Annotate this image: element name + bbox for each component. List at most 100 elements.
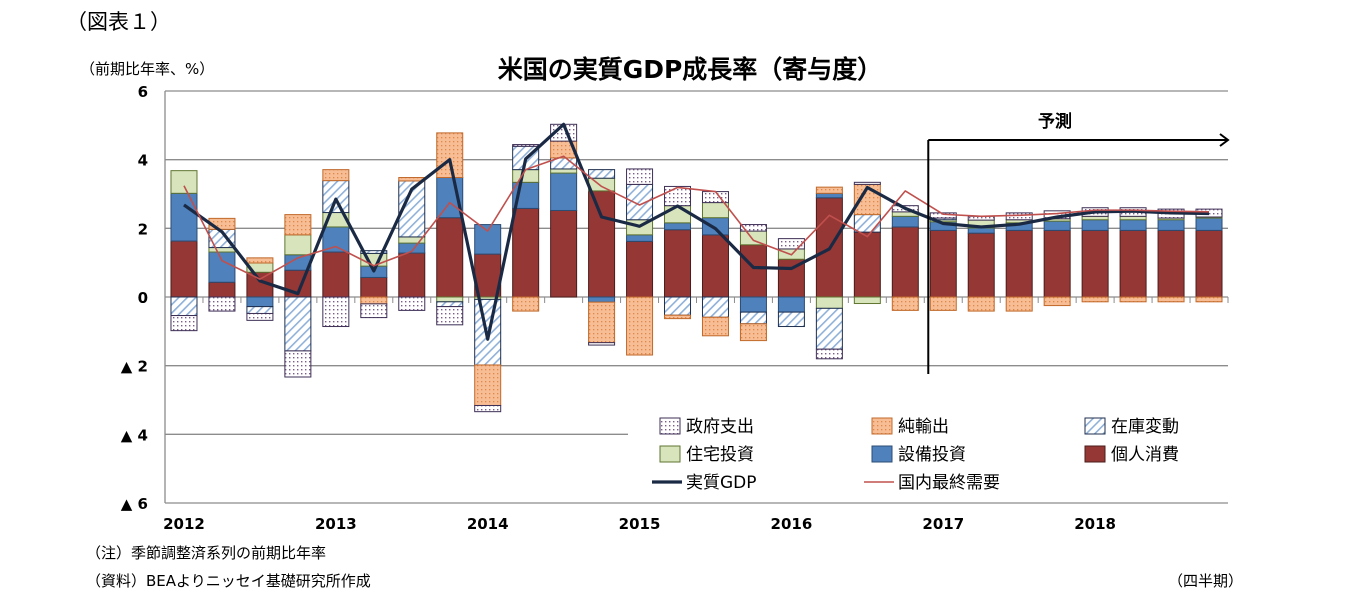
bar-business-investment [1043, 220, 1071, 231]
bar-government [170, 315, 198, 332]
bar-net-exports [512, 296, 540, 312]
forecast-arrow-head-icon [1219, 133, 1230, 147]
bar-inventory [588, 169, 616, 179]
bar-business-investment [739, 296, 767, 313]
bar-government [588, 342, 616, 346]
x-tick-label: 2013 [315, 515, 357, 533]
legend-label: 国内最終需要 [898, 473, 1000, 493]
bar-inventory [777, 311, 805, 328]
bar-consumption [1119, 229, 1147, 298]
y-tick-label: 6 [138, 83, 148, 101]
x-tick-label: 2012 [163, 515, 205, 533]
bar-net-exports [739, 323, 767, 342]
bar-housing-investment [284, 234, 312, 256]
bar-business-investment [701, 217, 729, 236]
bar-business-investment [588, 296, 616, 303]
bar-inventory [246, 306, 274, 314]
bar-housing-investment [1119, 215, 1147, 221]
bar-government [815, 348, 843, 360]
bar-business-investment [208, 251, 236, 283]
y-tick-label: 0 [138, 289, 148, 307]
legend-swatch-government [659, 417, 681, 435]
legend-label: 個人消費 [1111, 445, 1179, 465]
bar-consumption [436, 217, 464, 298]
legend-label: 住宅投資 [686, 445, 754, 465]
bar-housing-investment [550, 168, 578, 174]
bar-housing-investment [512, 169, 540, 183]
bar-government [284, 350, 312, 378]
bar-net-exports [436, 132, 464, 179]
bar-consumption [739, 244, 767, 298]
bar-business-investment [1081, 219, 1109, 231]
bar-government [853, 181, 881, 185]
bar-consumption [360, 276, 388, 298]
bar-net-exports [246, 257, 274, 264]
x-tick-label: 2015 [619, 515, 661, 533]
bar-business-investment [626, 234, 654, 242]
bar-business-investment [322, 226, 350, 253]
bar-business-investment [1157, 219, 1185, 231]
bar-government [626, 168, 654, 185]
legend-swatch-business-investment [871, 445, 893, 463]
bar-government [664, 185, 692, 207]
x-tick-label: 2014 [467, 515, 509, 533]
bar-consumption [967, 232, 995, 298]
y-tick-label: 4 [138, 152, 148, 170]
bar-net-exports [626, 296, 654, 356]
forecast-label: 予測 [1038, 111, 1072, 132]
y-tick-label: ▲ 2 [121, 358, 148, 376]
bar-inventory [815, 307, 843, 350]
chart-source: （資料）BEAよりニッセイ基礎研究所作成 [86, 572, 371, 590]
y-tick-label: ▲ 6 [121, 495, 148, 513]
bar-consumption [1005, 229, 1033, 298]
bar-consumption [891, 226, 919, 298]
bar-consumption [208, 281, 236, 298]
bar-inventory [701, 296, 729, 318]
bar-government [360, 303, 388, 319]
legend-swatch-net-exports [871, 417, 893, 435]
bar-consumption [170, 240, 198, 298]
bar-inventory [360, 250, 388, 254]
bar-government [436, 306, 464, 326]
bar-consumption [701, 234, 729, 298]
bar-business-investment [246, 296, 274, 308]
bar-government [474, 404, 502, 413]
bar-inventory [170, 296, 198, 317]
bar-government [777, 238, 805, 250]
bar-net-exports [284, 214, 312, 236]
bar-business-investment [1195, 217, 1223, 231]
bar-housing-investment [436, 296, 464, 303]
bar-net-exports [1005, 296, 1033, 312]
bar-net-exports [701, 316, 729, 337]
bar-housing-investment [701, 202, 729, 219]
legend-label: 在庫変動 [1111, 417, 1179, 437]
bar-net-exports [588, 301, 616, 344]
bar-business-investment [474, 224, 502, 255]
y-tick-label: ▲ 4 [121, 426, 148, 444]
legend-swatch-inventory [1084, 417, 1106, 435]
bar-government [739, 224, 767, 232]
bar-housing-investment [1081, 215, 1109, 221]
legend-swatch-housing-investment [659, 445, 681, 463]
bar-government [246, 312, 274, 321]
bar-consumption [550, 209, 578, 298]
bar-net-exports [815, 186, 843, 194]
bar-government [208, 296, 236, 312]
bar-housing-investment [815, 296, 843, 309]
y-axis-unit: （前期比年率、%） [80, 60, 215, 78]
bar-net-exports [322, 169, 350, 182]
bar-consumption [626, 240, 654, 298]
bar-inventory [284, 296, 312, 352]
bar-consumption [1081, 229, 1109, 298]
bar-business-investment [664, 222, 692, 231]
bar-consumption [512, 207, 540, 298]
bar-net-exports [1195, 296, 1223, 303]
chart-title: 米国の実質GDP成長率（寄与度） [497, 55, 883, 84]
line-real-gdp [183, 122, 1210, 341]
bar-consumption [664, 229, 692, 298]
bar-business-investment [967, 227, 995, 234]
bar-business-investment [815, 192, 843, 199]
bar-inventory [436, 301, 464, 308]
bar-government [512, 144, 540, 147]
